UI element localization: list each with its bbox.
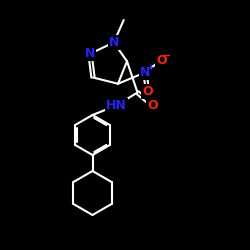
Text: O: O: [156, 54, 166, 66]
Text: N: N: [85, 47, 95, 60]
Text: O: O: [147, 99, 158, 112]
Text: +: +: [147, 63, 154, 72]
Text: N: N: [108, 36, 119, 49]
Text: −: −: [163, 50, 171, 60]
Text: O: O: [142, 85, 153, 98]
Text: HN: HN: [106, 99, 127, 112]
Text: N: N: [140, 66, 150, 79]
